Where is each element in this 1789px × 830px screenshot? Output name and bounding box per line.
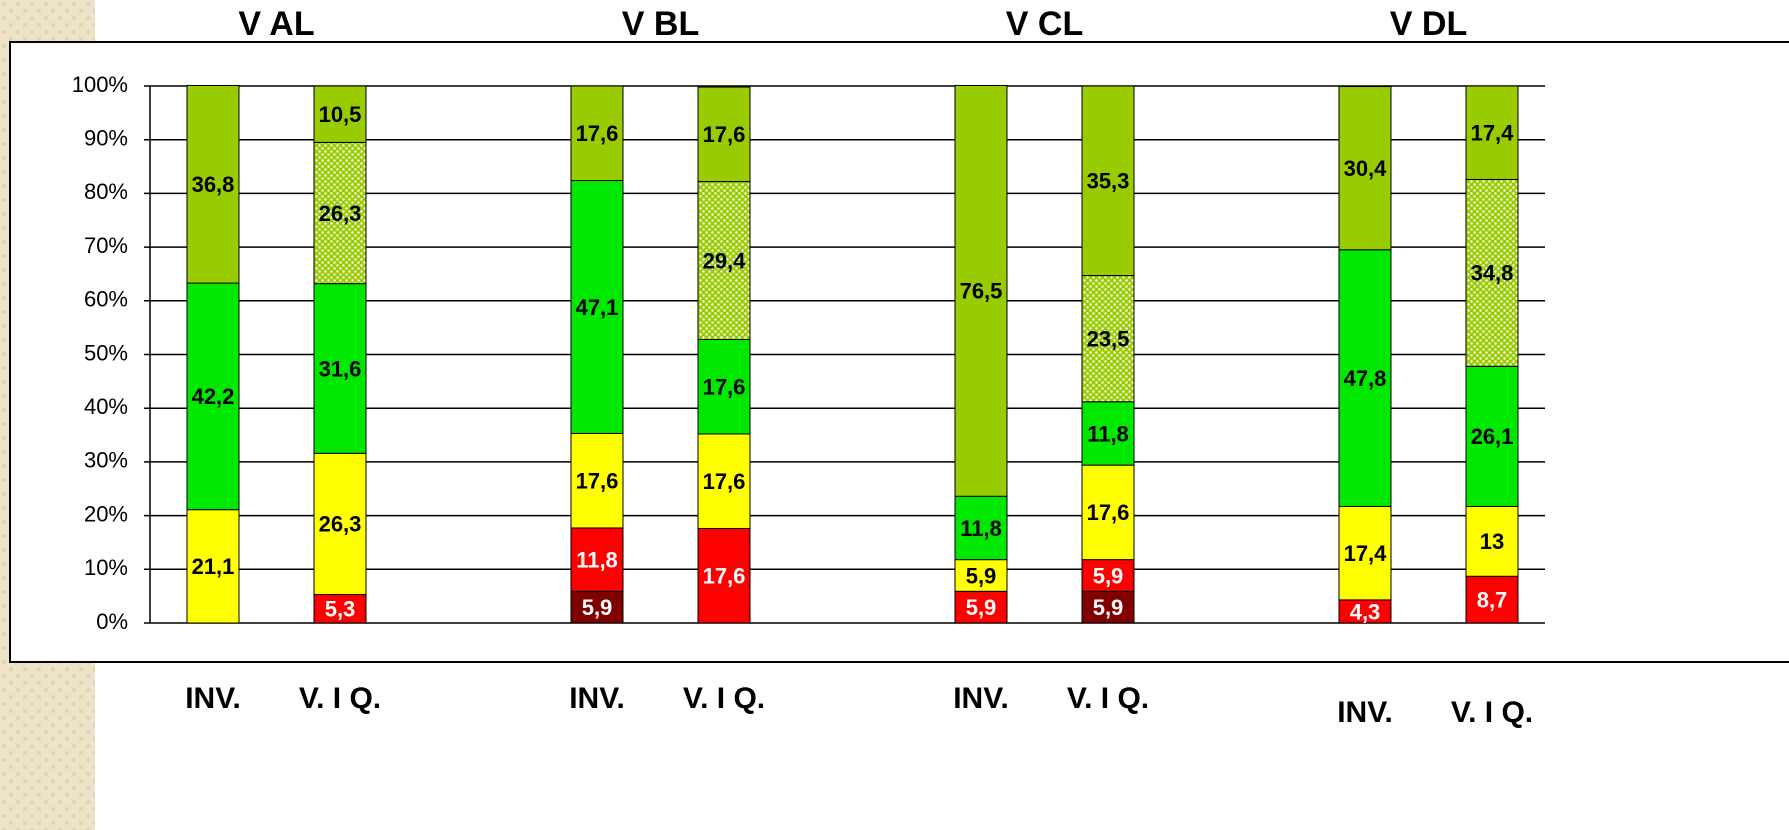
y-tick-label: 30% — [84, 448, 128, 473]
y-tick-label: 20% — [84, 501, 128, 526]
bar-segment — [1465, 85, 1519, 180]
data-label: 17,6 — [1087, 500, 1130, 525]
bar-segment — [570, 527, 624, 592]
bar-segment — [570, 432, 624, 529]
data-label: 17,6 — [576, 121, 619, 146]
data-label: 26,1 — [1471, 424, 1514, 449]
bar-segment — [1081, 401, 1135, 466]
data-label: 5,9 — [966, 563, 997, 588]
data-label: 17,4 — [1344, 541, 1388, 566]
y-tick-label: 90% — [84, 126, 128, 151]
data-label: 23,5 — [1087, 326, 1130, 351]
bar-segment — [697, 338, 751, 435]
data-label: 35,3 — [1087, 169, 1130, 194]
data-label: 11,8 — [960, 516, 1002, 541]
y-tick-label: 60% — [84, 287, 128, 312]
data-label: 13 — [1480, 529, 1504, 554]
bar-segment — [1081, 85, 1135, 277]
x-tick-label: INV. — [185, 682, 241, 715]
data-label: 36,8 — [192, 172, 235, 197]
data-label: 5,9 — [1093, 563, 1124, 588]
data-label: 47,1 — [576, 295, 619, 320]
x-tick-label: V. I Q. — [683, 682, 765, 715]
bar-segment — [570, 180, 624, 434]
data-label: 30,4 — [1344, 156, 1388, 181]
group-title: V AL — [238, 5, 314, 43]
x-tick-label: INV. — [569, 682, 625, 715]
data-label: 21,1 — [192, 554, 235, 579]
x-tick-label: V. I Q. — [299, 682, 381, 715]
data-label: 10,5 — [319, 102, 362, 127]
data-label: 47,8 — [1344, 366, 1387, 391]
bar-segment — [1465, 575, 1519, 624]
bar-segment — [313, 85, 367, 143]
bar-segment — [1081, 464, 1135, 561]
data-label: 4,3 — [1350, 599, 1381, 624]
group-title: V BL — [622, 5, 699, 43]
x-tick-label: V. I Q. — [1067, 682, 1149, 715]
bar-segment — [1465, 178, 1519, 367]
data-label: 34,8 — [1471, 261, 1514, 286]
y-tick-label: 10% — [84, 555, 128, 580]
bar-segment — [570, 85, 624, 182]
bar-segment — [1081, 275, 1135, 403]
bar-segment — [954, 84, 1008, 497]
bar-segment — [313, 452, 367, 596]
data-label: 31,6 — [319, 356, 362, 381]
data-label: 76,5 — [960, 279, 1003, 304]
data-label: 42,2 — [192, 384, 235, 409]
bar-segment — [1338, 86, 1392, 251]
bar-segment — [313, 283, 367, 454]
data-label: 5,3 — [325, 597, 356, 622]
data-label: 5,9 — [966, 595, 997, 620]
bar-segment — [1338, 249, 1392, 507]
y-tick-label: 50% — [84, 340, 128, 365]
y-tick-label: 70% — [84, 233, 128, 258]
data-label: 17,6 — [703, 469, 746, 494]
data-label: 11,8 — [1087, 421, 1129, 446]
bar-segment — [186, 282, 240, 511]
data-label: 17,6 — [576, 469, 619, 494]
data-label: 26,3 — [319, 512, 362, 537]
data-label: 5,9 — [582, 595, 613, 620]
data-label: 11,8 — [576, 547, 618, 572]
group-title: V DL — [1390, 5, 1467, 43]
y-tick-label: 80% — [84, 179, 128, 204]
data-label: 8,7 — [1477, 587, 1508, 612]
x-tick-label: INV. — [953, 682, 1009, 715]
bar-segment — [186, 84, 240, 284]
bar-segment — [697, 181, 751, 340]
data-label: 17,6 — [703, 375, 746, 400]
bar-segment — [954, 590, 1008, 624]
y-tick-label: 40% — [84, 394, 128, 419]
data-label: 29,4 — [703, 248, 747, 273]
bar-segment — [697, 86, 751, 183]
y-tick-label: 100% — [72, 72, 128, 97]
data-label: 26,3 — [319, 201, 362, 226]
data-label: 17,4 — [1471, 121, 1515, 146]
x-tick-label: INV. — [1337, 696, 1393, 729]
data-label: 17,6 — [703, 564, 746, 589]
y-tick-label: 0% — [96, 609, 128, 634]
bar-segment — [697, 527, 751, 624]
data-label: 5,9 — [1093, 595, 1124, 620]
data-label: 17,6 — [703, 122, 746, 147]
x-tick-label: V. I Q. — [1451, 696, 1533, 729]
bar-segment — [1465, 365, 1519, 507]
bar-segment — [313, 141, 367, 285]
bar-segment — [313, 594, 367, 624]
group-title: V CL — [1006, 5, 1083, 43]
bar-segment — [1081, 590, 1135, 624]
bar-segment — [954, 559, 1008, 592]
